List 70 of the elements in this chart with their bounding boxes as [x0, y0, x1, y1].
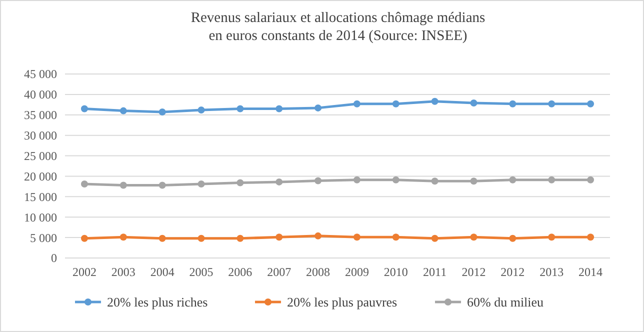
point: [392, 176, 400, 184]
point: [470, 178, 478, 185]
point: [353, 100, 360, 108]
y-tick-label: 0: [51, 251, 57, 266]
x-tick-label: 2010: [384, 265, 408, 279]
point: [80, 180, 88, 188]
point: [198, 106, 205, 114]
x-tick-label: 2012: [462, 265, 486, 279]
point: [120, 107, 127, 114]
x-tick-label: 2009: [344, 265, 369, 279]
y-tick-label: 20 000: [24, 169, 57, 184]
point: [509, 234, 516, 242]
legend-label: 20% les plus pauvres: [287, 294, 398, 310]
x-tick-label: 2004: [150, 265, 174, 279]
point: [353, 234, 360, 241]
y-tick-label: 45 000: [24, 67, 57, 82]
x-tick-label: 2012: [500, 265, 525, 279]
point: [548, 234, 556, 241]
legend-label: 60% du milieu: [467, 294, 544, 310]
point: [431, 178, 438, 185]
point: [509, 100, 516, 108]
point: [120, 182, 127, 189]
point: [236, 179, 244, 186]
y-tick-label: 35 000: [24, 108, 57, 122]
y-tick-label: 25 000: [24, 148, 57, 163]
point: [470, 234, 478, 241]
point: [392, 234, 400, 241]
point: [509, 176, 516, 184]
point: [470, 100, 478, 107]
point: [158, 108, 166, 116]
x-tick-label: 2008: [306, 265, 330, 279]
point: [276, 234, 283, 241]
y-tick-label: 10 000: [24, 210, 57, 224]
point: [276, 105, 283, 112]
point: [587, 234, 594, 241]
point: [431, 98, 438, 105]
point: [548, 176, 556, 184]
x-tick-label: 2013: [540, 265, 564, 279]
y-tick-label: 30 000: [24, 128, 57, 143]
y-tick-label: 5 000: [30, 230, 57, 245]
point: [80, 105, 88, 112]
point: [80, 234, 88, 242]
x-tick-label: 2003: [111, 265, 136, 279]
x-tick-label: 2002: [72, 265, 96, 279]
point: [548, 100, 556, 108]
point: [276, 178, 283, 186]
point: [158, 234, 166, 242]
legend-label: 20% les plus riches: [107, 294, 208, 310]
point: [431, 234, 438, 242]
point: [198, 180, 205, 188]
point: [158, 182, 166, 189]
y-tick-label: 15 000: [24, 190, 57, 204]
point: [353, 176, 360, 184]
x-tick-label: 2011: [423, 265, 447, 279]
point: [314, 177, 322, 184]
x-tick-label: 2006: [228, 265, 252, 279]
point: [587, 176, 594, 184]
x-tick-label: 2014: [578, 265, 603, 279]
point: [198, 234, 205, 242]
point: [392, 100, 400, 108]
point: [314, 104, 322, 112]
x-tick-label: 2007: [267, 265, 292, 279]
point: [120, 234, 127, 241]
point: [314, 232, 322, 240]
point: [236, 105, 244, 112]
x-tick-label: 2005: [189, 265, 214, 279]
y-tick-label: 40 000: [24, 88, 57, 102]
chart-title: Revenus salariaux et allocations chômage médians en euros constants de 2014 (Source: INSEE): [190, 10, 486, 44]
point: [236, 234, 244, 242]
point: [587, 100, 594, 108]
